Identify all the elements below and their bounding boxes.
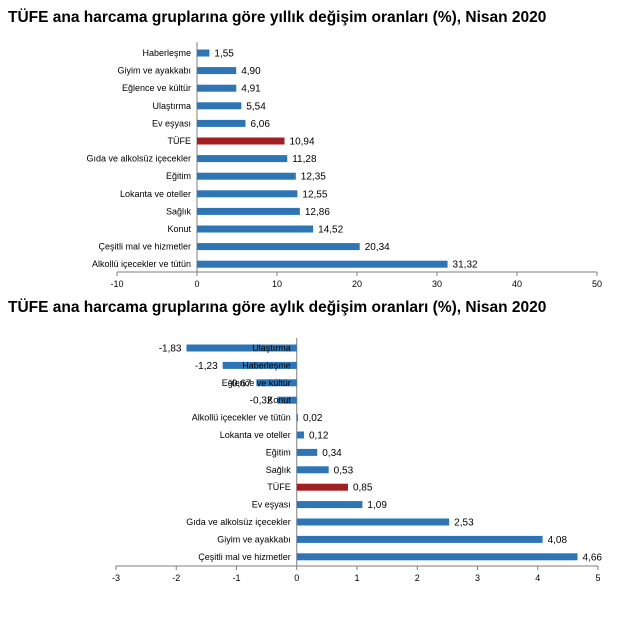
x-tick-label: 30 — [432, 279, 442, 289]
x-tick-label: -2 — [172, 573, 180, 583]
x-tick-label: 50 — [592, 279, 602, 289]
category-label: TÜFE — [168, 136, 192, 146]
value-label: -0,67 — [229, 378, 252, 389]
bar — [197, 190, 298, 198]
bar — [197, 225, 314, 233]
bar — [296, 414, 298, 422]
value-label: 12,35 — [301, 172, 326, 183]
x-tick-label: 20 — [352, 279, 362, 289]
bar — [197, 260, 448, 268]
bar — [197, 84, 237, 92]
monthly-chart-title: TÜFE ana harcama gruplarına göre aylık d… — [8, 299, 547, 316]
value-label: -1,83 — [159, 344, 182, 355]
bar — [296, 518, 450, 526]
x-tick-label: 2 — [415, 573, 420, 583]
annual-change-bar-chart: -10 0 10 20 30 40 50 Haberleşme 1,55 Giyim ve aya… — [86, 42, 602, 289]
category-label: Eğlence ve kültür — [222, 378, 291, 388]
bar — [197, 155, 288, 163]
value-label: 12,86 — [305, 207, 330, 218]
category-label: Çeşitli mal ve hizmetler — [98, 242, 191, 252]
bar — [197, 243, 360, 251]
value-label: 0,12 — [309, 431, 329, 442]
category-label: Giyim ve ayakkabı — [117, 66, 191, 76]
bar — [277, 396, 297, 404]
x-tick-label: 10 — [272, 279, 282, 289]
value-label: 1,55 — [214, 49, 234, 60]
category-label: Ev eşyası — [252, 500, 291, 510]
category-label: Gıda ve alkolsüz içecekler — [186, 517, 291, 527]
value-label: 1,09 — [367, 500, 387, 511]
category-label: Konut — [267, 395, 291, 405]
bar — [296, 483, 348, 491]
x-tick-label: 3 — [475, 573, 480, 583]
value-label: 2,53 — [454, 518, 474, 529]
category-label: Ev eşyası — [152, 118, 191, 128]
value-label: 0,02 — [303, 413, 323, 424]
bar — [197, 67, 237, 75]
category-label: TÜFE — [267, 482, 291, 492]
category-label: Sağlık — [166, 206, 192, 216]
category-label: Eğitim — [266, 447, 291, 457]
bar — [197, 172, 296, 180]
value-label: 11,28 — [292, 154, 317, 165]
category-label: Haberleşme — [242, 360, 291, 370]
bar — [186, 344, 297, 352]
value-label: 4,66 — [583, 552, 603, 563]
category-label: Ulaştırma — [252, 343, 291, 353]
bar — [296, 501, 363, 509]
bar — [296, 448, 318, 456]
value-label: 0,53 — [334, 465, 354, 476]
category-label: Gıda ve alkolsüz içecekler — [86, 154, 191, 164]
bar — [296, 431, 304, 439]
bar — [296, 535, 543, 543]
category-label: Eğlence ve kültür — [122, 83, 191, 93]
category-label: Eğitim — [166, 171, 191, 181]
value-label: 4,08 — [548, 535, 568, 546]
value-label: 14,52 — [318, 225, 343, 236]
category-label: Alkollü içecekler ve tütün — [192, 413, 291, 423]
category-label: Lokanta ve oteller — [220, 430, 291, 440]
bar — [222, 361, 297, 369]
bar — [197, 137, 285, 145]
value-label: 12,55 — [302, 189, 327, 200]
x-tick-label: -3 — [112, 573, 120, 583]
category-label: Sağlık — [266, 465, 292, 475]
category-label: Konut — [167, 224, 191, 234]
value-label: 0,85 — [353, 483, 373, 494]
bar — [197, 102, 242, 110]
value-label: 31,32 — [453, 260, 478, 271]
value-label: 10,94 — [290, 137, 315, 148]
value-label: 0,34 — [322, 448, 342, 459]
bar — [197, 207, 300, 215]
value-label: -1,23 — [195, 361, 218, 372]
category-label: Lokanta ve oteller — [120, 189, 191, 199]
bar — [197, 49, 210, 57]
x-tick-label: -1 — [232, 573, 240, 583]
value-label: 4,90 — [241, 66, 261, 77]
bar — [296, 553, 578, 561]
x-tick-label: 40 — [512, 279, 522, 289]
value-label: -0,32 — [250, 396, 273, 407]
x-tick-label: 5 — [595, 573, 600, 583]
bar — [197, 119, 246, 127]
x-tick-label: 4 — [535, 573, 540, 583]
value-label: 4,91 — [241, 84, 261, 95]
category-label: Alkollü içecekler ve tütün — [92, 259, 191, 269]
value-label: 6,06 — [250, 119, 270, 130]
value-label: 20,34 — [365, 242, 390, 253]
x-tick-label: -10 — [110, 279, 123, 289]
category-label: Haberleşme — [142, 48, 191, 58]
annual-chart-title: TÜFE ana harcama gruplarına göre yıllık … — [8, 9, 547, 26]
category-label: Giyim ve ayakkabı — [217, 534, 291, 544]
x-tick-label: 1 — [354, 573, 359, 583]
bar — [296, 466, 329, 474]
value-label: 5,54 — [246, 101, 266, 112]
category-label: Çeşitli mal ve hizmetler — [198, 552, 291, 562]
x-tick-label: 0 — [194, 279, 199, 289]
x-tick-label: 0 — [294, 573, 299, 583]
category-label: Ulaştırma — [152, 101, 191, 111]
bar — [256, 379, 297, 387]
